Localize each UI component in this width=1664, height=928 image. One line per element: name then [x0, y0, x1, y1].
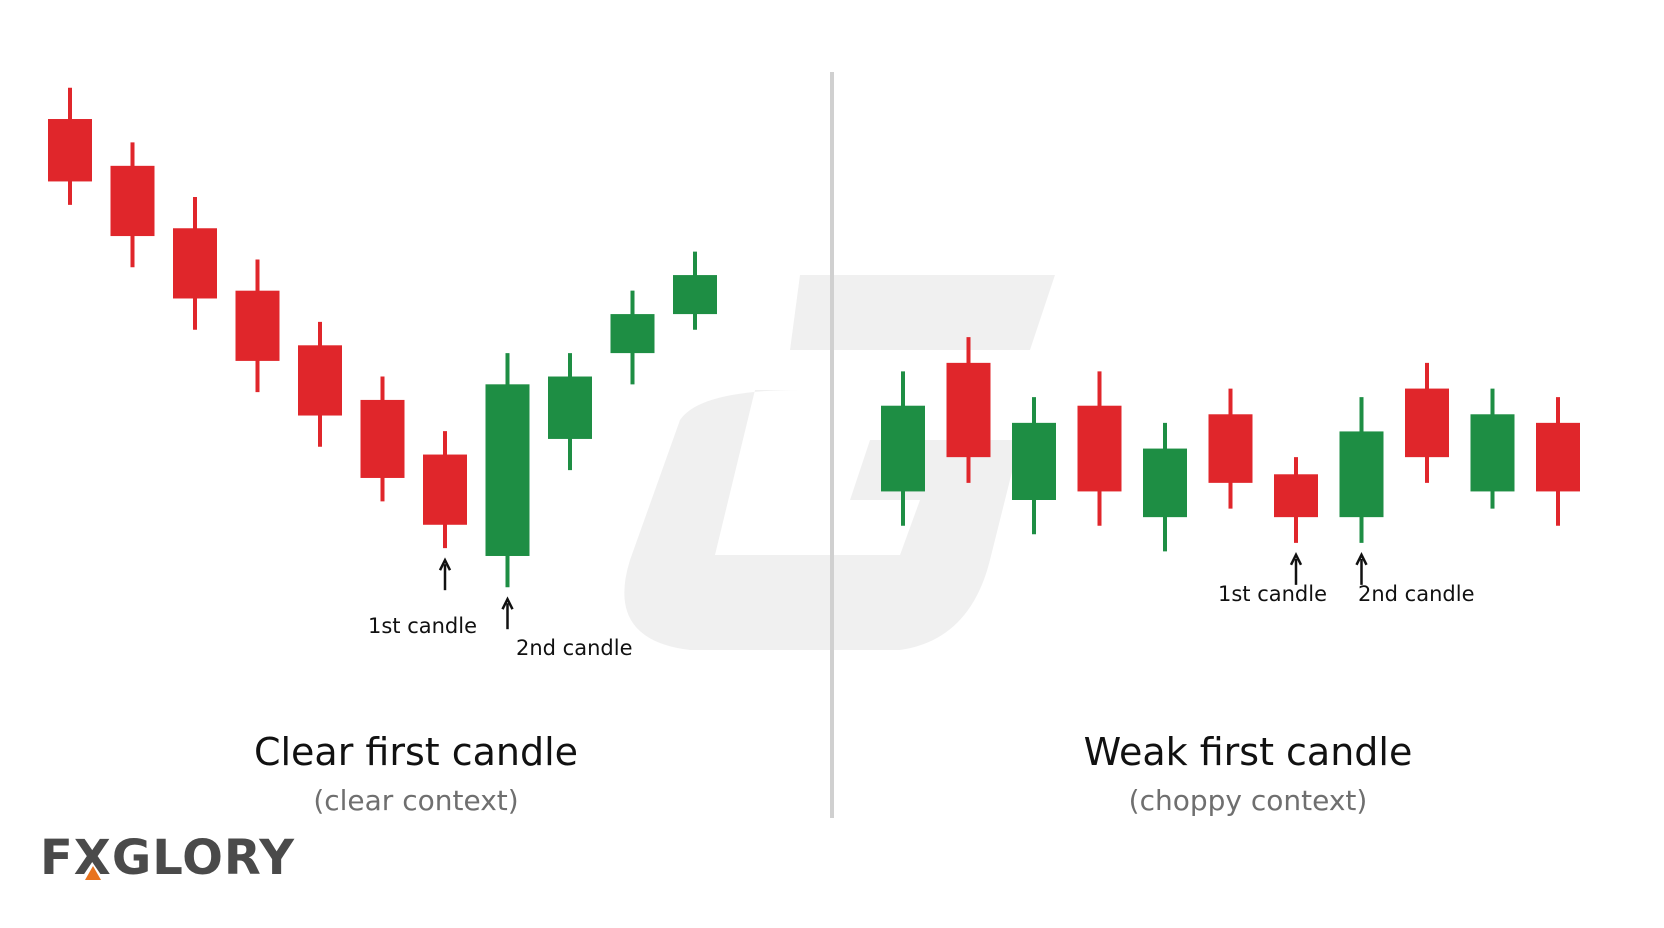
bullish-candle	[673, 275, 717, 315]
bearish-candle	[1405, 388, 1449, 458]
bullish-candle	[485, 384, 530, 556]
bullish-candle	[1143, 448, 1187, 518]
bearish-candle	[1208, 414, 1253, 483]
left-chart	[48, 87, 717, 630]
bullish-candle	[1339, 431, 1384, 518]
fxglory-logo: FXGLORY	[40, 830, 295, 886]
bearish-candle	[48, 119, 92, 182]
bearish-candle	[110, 165, 155, 237]
bearish-candle	[298, 345, 342, 416]
arrow-up-icon	[1289, 552, 1303, 585]
bullish-candle	[610, 314, 655, 354]
bearish-candle	[173, 228, 217, 299]
bullish-candle	[881, 405, 925, 492]
right-chart-subtitle: (choppy context)	[1128, 784, 1368, 817]
bearish-candle	[423, 454, 467, 525]
bearish-candle	[1536, 422, 1580, 492]
left-annotation-2nd: 2nd candle	[516, 636, 633, 660]
bullish-candle	[1012, 422, 1056, 500]
bearish-candle	[235, 290, 280, 361]
right-annotation-1st: 1st candle	[1218, 582, 1328, 606]
arrow-up-icon	[501, 596, 514, 630]
arrow-up-icon	[438, 557, 452, 591]
bullish-candle	[1470, 414, 1515, 492]
arrow-up-icon	[1355, 552, 1368, 585]
bearish-candle	[1077, 405, 1122, 492]
right-chart-title: Weak first candle	[1083, 730, 1413, 774]
left-chart-subtitle: (clear context)	[313, 784, 519, 817]
bearish-candle	[1274, 474, 1318, 518]
right-chart	[881, 337, 1580, 585]
logo-text-x: X	[73, 830, 112, 886]
logo-text-glory: GLORY	[111, 830, 295, 886]
bullish-candle	[548, 376, 592, 439]
logo-text-f: F	[40, 830, 74, 886]
watermark-logo-icon	[624, 275, 1055, 650]
left-annotation-1st: 1st candle	[368, 614, 478, 638]
bearish-candle	[946, 362, 991, 458]
left-chart-title: Clear first candle	[253, 730, 579, 774]
right-annotation-2nd: 2nd candle	[1358, 582, 1475, 606]
bearish-candle	[360, 399, 405, 478]
